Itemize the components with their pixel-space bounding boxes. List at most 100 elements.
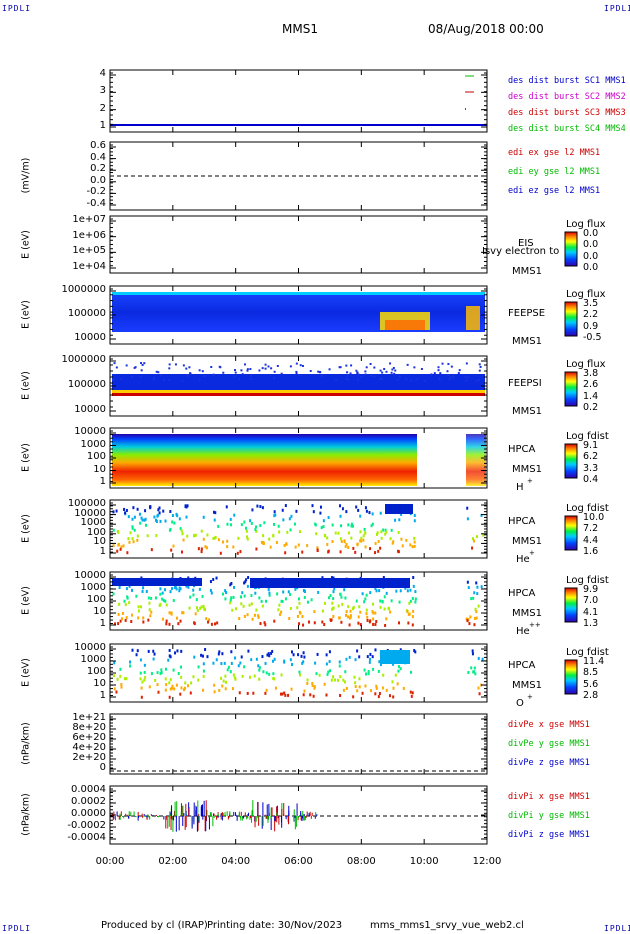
ion-pixel [414, 597, 417, 601]
ion-pixel [365, 509, 368, 513]
ion-pixel [411, 623, 414, 627]
ion-pixel [413, 544, 416, 548]
feepsi-speckle [174, 363, 177, 366]
colorbar [564, 231, 578, 267]
ion-pixel [250, 594, 253, 598]
page-title: MMS1 [282, 22, 318, 36]
y-tick-label: 100 [86, 594, 106, 605]
hpca-h-spectrogram-2 [375, 434, 415, 486]
feepsi-speckle [393, 372, 396, 375]
feepsi-speckle [115, 366, 118, 369]
ion-pixel [257, 664, 260, 668]
ion-pixel [398, 518, 401, 522]
ion-pixel [221, 652, 224, 656]
ion-pixel [374, 587, 377, 591]
legend-entry: des dist burst SC1 MMS1 [508, 76, 626, 86]
ion-pixel [326, 542, 329, 546]
legend-entry: des dist burst SC4 MMS4 [508, 124, 626, 134]
y-tick-label: 1000 [80, 517, 106, 529]
colorbar-value: 0.0 [583, 239, 599, 251]
ion-pixel [141, 589, 144, 593]
ion-pixel [268, 537, 271, 541]
ion-pixel [248, 603, 251, 607]
y-tick-label: 10000 [74, 404, 106, 415]
ion-pixel [230, 581, 233, 585]
y-tick-label: 10 [93, 536, 106, 548]
y-tick-label: 1 [99, 476, 106, 487]
ion-pixel [354, 681, 357, 685]
ion-pixel [385, 617, 388, 621]
ion-pixel [196, 609, 199, 613]
feepsi-speckle [143, 362, 146, 365]
y-tick-label: 2e+20 [72, 752, 106, 763]
ion-pixel [113, 674, 116, 678]
ion-pixel [172, 544, 175, 548]
ion-pixel [411, 597, 414, 601]
feepsi-speckle [447, 362, 450, 365]
ion-pixel [202, 669, 205, 673]
feepsi-speckle [181, 379, 184, 382]
spacecraft-label: MMS1 [512, 406, 542, 417]
ion-pixel [369, 547, 372, 551]
ion-pixel [376, 531, 379, 535]
ion-pixel [221, 684, 224, 688]
ion-charge-label: + [527, 693, 533, 701]
ion-pixel [361, 691, 364, 695]
ion-pixel [258, 668, 261, 672]
y-tick-label: 1e+07 [72, 214, 106, 225]
ion-pixel [260, 540, 263, 544]
ion-pixel [322, 525, 325, 529]
ion-pixel [194, 612, 197, 616]
ion-pixel [332, 675, 335, 679]
ion-pixel [121, 611, 124, 615]
ion-pixel [368, 511, 371, 515]
colorbar-value: 9.1 [583, 440, 599, 451]
ion-pixel [187, 576, 190, 580]
feepsi-speckle [249, 368, 252, 371]
y-tick-label: 0.0 [90, 174, 106, 186]
ion-pixel [394, 673, 397, 677]
feepsi-speckle [112, 378, 115, 381]
page-date: 08/Aug/2018 00:00 [428, 22, 544, 36]
ion-pixel [136, 534, 139, 538]
ion-pixel [291, 663, 294, 667]
ion-pixel [372, 667, 375, 671]
colorbar-value: 3.8 [583, 368, 599, 379]
ion-pixel [333, 678, 336, 682]
ion-pixel [322, 519, 325, 523]
colorbar-value: 3.5 [583, 298, 599, 309]
y-tick-label: 0.0000 [71, 808, 106, 819]
ion-pixel [323, 623, 326, 627]
feepsi-speckle [413, 366, 416, 369]
ion-pixel [148, 601, 151, 605]
ion-pixel [339, 504, 342, 508]
ion-pixel [168, 654, 171, 658]
ion-pixel [133, 515, 136, 519]
feepsi-speckle [360, 375, 363, 378]
ion-pixel [345, 657, 348, 661]
spacecraft-label: MMS1 [512, 464, 542, 475]
ion-pixel [329, 618, 332, 622]
ion-pixel [374, 692, 377, 696]
ion-pixel [197, 547, 200, 551]
colorbar-value: 8.5 [583, 667, 599, 679]
ion-pixel [331, 523, 334, 527]
ion-pixel [390, 599, 393, 603]
ion-pixel [369, 591, 372, 595]
ion-pixel [278, 603, 281, 607]
ion-pixel [236, 551, 239, 555]
hpca-h-spectrogram-3 [466, 434, 486, 486]
ion-pixel [163, 588, 166, 592]
ion-pixel [300, 654, 303, 658]
ion-pixel [325, 662, 328, 666]
ion-pixel [334, 531, 337, 535]
feepsi-speckle [198, 369, 201, 372]
ion-pixel [274, 513, 277, 517]
ion-pixel [364, 545, 367, 549]
feepsi-speckle [346, 371, 349, 374]
ion-pixel [254, 527, 257, 531]
ion-pixel [332, 590, 335, 594]
ion-pixel [176, 616, 179, 620]
ion-pixel [411, 545, 414, 549]
ion-pixel [474, 672, 477, 676]
